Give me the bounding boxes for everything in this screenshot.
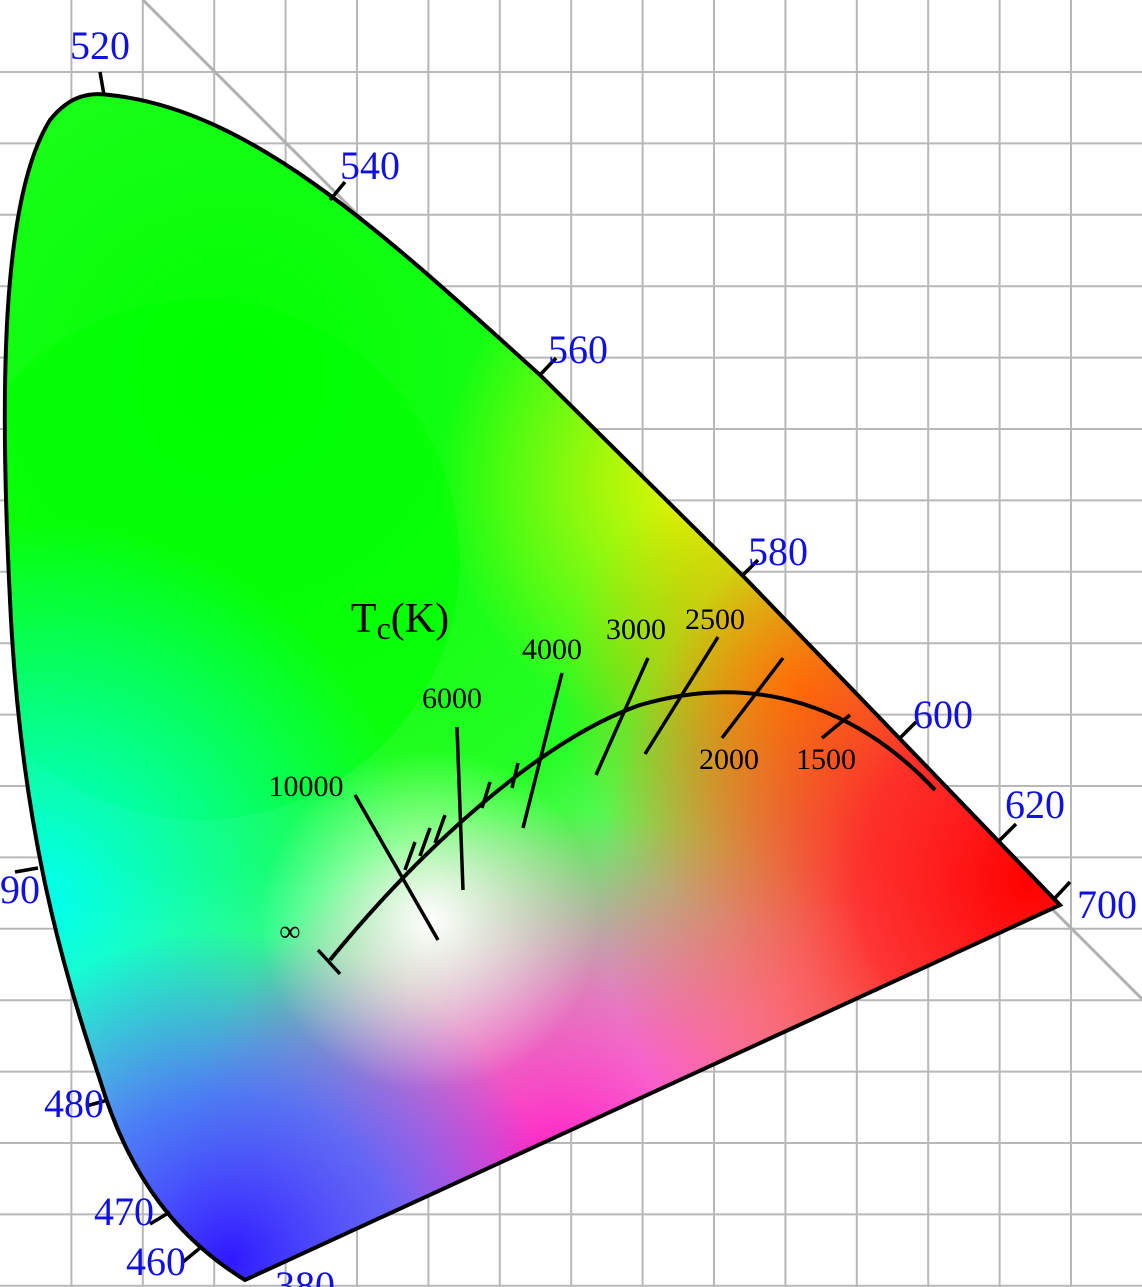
wavelength-label: 480 (44, 1081, 104, 1126)
wavelength-label: 520 (70, 23, 130, 68)
wavelength-label: 460 (126, 1239, 186, 1284)
temperature-label: 2500 (685, 603, 745, 636)
wavelength-label: 580 (748, 529, 808, 574)
temperature-label: 6000 (422, 682, 482, 715)
temperature-label: 3000 (606, 613, 666, 646)
wavelength-label: 490 (0, 867, 40, 912)
temperature-title: Tc(K) (351, 596, 449, 647)
temperature-label: 1500 (796, 743, 856, 776)
wavelength-label: 620 (1005, 782, 1065, 827)
wavelength-label: 540 (340, 143, 400, 188)
wavelength-label: 560 (548, 327, 608, 372)
title-unit: (K) (391, 596, 449, 642)
temperature-label: 10000 (269, 770, 344, 803)
planckian-locus (316, 636, 937, 976)
temperature-label: 4000 (522, 633, 582, 666)
locus-ticks (14, 71, 1072, 1264)
wavelength-labels: 520 540 560 580 600 620 700 490 480 470 … (0, 23, 1137, 1287)
temperature-labels: 10000 6000 4000 3000 2500 2000 1500 ∞ (269, 603, 857, 948)
wavelength-label: 600 (913, 692, 973, 737)
wavelength-label: 700 (1077, 882, 1137, 927)
temperature-label: 2000 (699, 743, 759, 776)
wavelength-label: 470 (94, 1189, 154, 1234)
wavelength-label: 380 (275, 1263, 335, 1287)
title-symbol: T (351, 596, 377, 642)
temperature-label: ∞ (279, 915, 300, 948)
title-subscript: c (377, 610, 391, 646)
